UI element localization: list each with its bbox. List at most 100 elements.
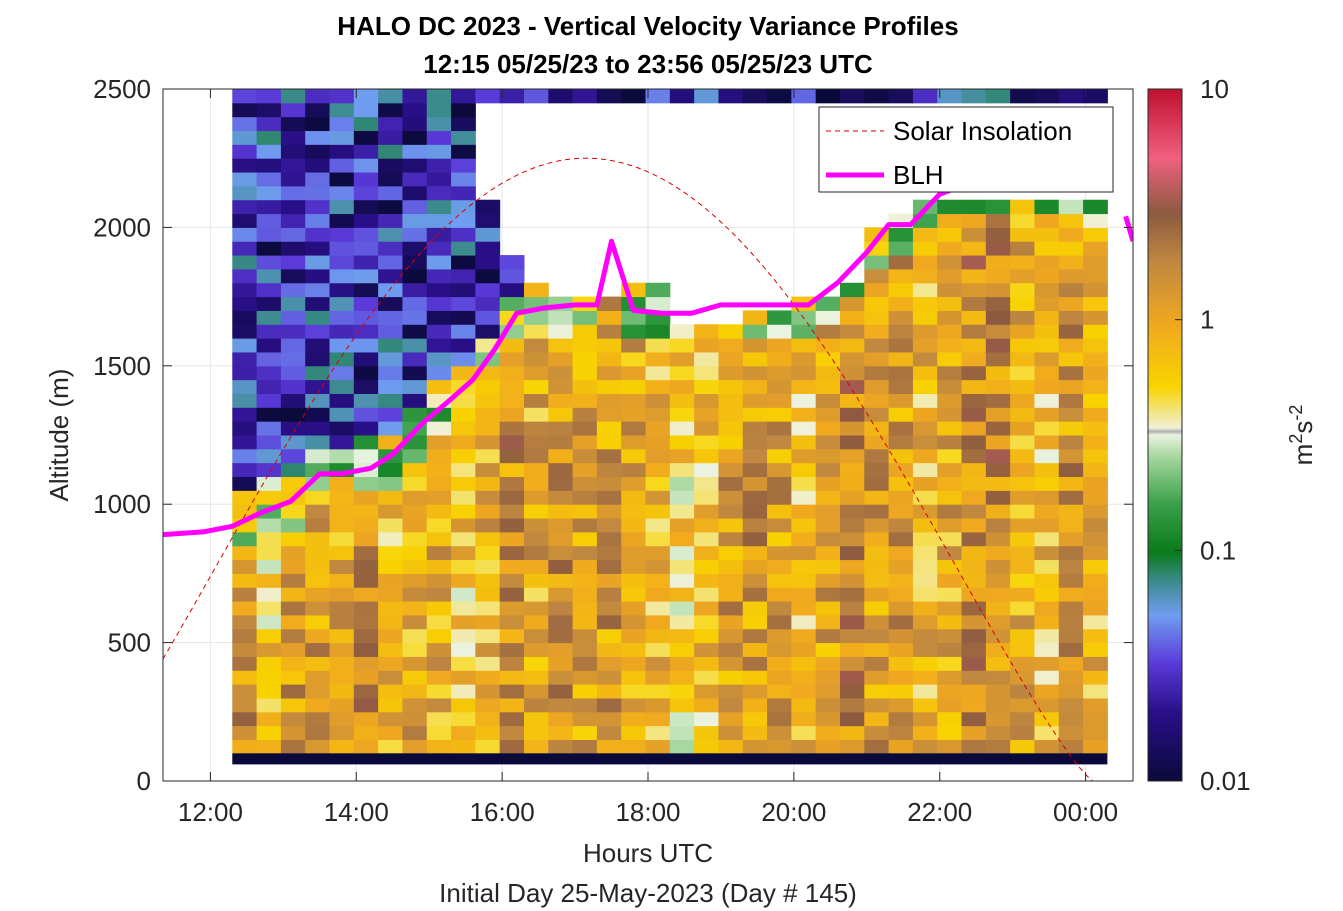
heatmap-cell bbox=[694, 407, 719, 422]
heatmap-cell bbox=[256, 102, 282, 118]
heatmap-cell bbox=[572, 545, 598, 561]
heatmap-cell bbox=[256, 421, 282, 436]
heatmap-cell bbox=[718, 684, 744, 699]
heatmap-cell bbox=[305, 379, 331, 394]
heatmap-cell bbox=[1083, 407, 1108, 422]
heatmap-cell bbox=[767, 448, 792, 464]
heatmap-cell bbox=[353, 711, 379, 727]
heatmap-cell bbox=[839, 573, 865, 588]
heatmap-cell bbox=[985, 697, 1011, 713]
heatmap-cell bbox=[402, 89, 428, 104]
heatmap-cell bbox=[402, 185, 428, 201]
heatmap-cell bbox=[961, 573, 987, 588]
heatmap-cell bbox=[280, 282, 306, 298]
heatmap-cell bbox=[864, 338, 890, 353]
heatmap-cell bbox=[329, 614, 355, 630]
heatmap-cell bbox=[548, 351, 574, 367]
heatmap-cell bbox=[937, 739, 963, 754]
heatmap-cell bbox=[353, 185, 379, 201]
heatmap-cell bbox=[621, 462, 647, 478]
heatmap-cell bbox=[426, 144, 452, 159]
heatmap-cell bbox=[451, 545, 476, 561]
x-tick-label: 00:00 bbox=[1053, 797, 1118, 827]
heatmap-cell bbox=[426, 324, 452, 339]
heatmap-cell bbox=[1010, 338, 1035, 353]
heatmap-cell bbox=[426, 241, 452, 256]
heatmap-cell bbox=[937, 476, 963, 491]
heatmap-cell bbox=[742, 310, 768, 325]
heatmap-cell bbox=[353, 725, 379, 740]
heatmap-cell bbox=[523, 435, 549, 450]
heatmap-cell bbox=[669, 351, 695, 367]
heatmap-cell bbox=[1083, 476, 1108, 491]
heatmap-cell bbox=[305, 102, 331, 118]
heatmap-cell bbox=[548, 324, 574, 339]
heatmap-cell bbox=[694, 614, 719, 630]
heatmap-cell bbox=[378, 130, 403, 145]
heatmap-cell bbox=[645, 282, 671, 298]
heatmap-cell bbox=[1083, 601, 1108, 616]
heatmap-cell bbox=[451, 435, 476, 450]
heatmap-cell bbox=[1083, 545, 1108, 561]
heatmap-cell bbox=[791, 351, 817, 367]
heatmap-cell bbox=[596, 338, 622, 353]
heatmap-cell bbox=[353, 241, 379, 256]
heatmap-cell bbox=[596, 559, 622, 574]
heatmap-cell bbox=[353, 490, 379, 505]
heatmap-cell bbox=[961, 296, 987, 311]
heatmap-cell bbox=[1034, 199, 1060, 215]
heatmap-cell bbox=[791, 393, 817, 408]
heatmap-cell bbox=[353, 255, 379, 270]
heatmap-cell bbox=[353, 628, 379, 644]
heatmap-cell bbox=[864, 573, 890, 588]
heatmap-cell bbox=[864, 697, 890, 713]
heatmap-cell bbox=[523, 601, 549, 616]
heatmap-cell bbox=[280, 144, 306, 159]
heatmap-cell bbox=[621, 656, 647, 671]
heatmap-cell bbox=[378, 697, 403, 713]
heatmap-cell bbox=[888, 407, 914, 422]
colorbar-ticks: 10 1 0.1 0.01 bbox=[1175, 74, 1251, 796]
heatmap-cell bbox=[329, 116, 355, 132]
heatmap-cell bbox=[426, 282, 452, 298]
heatmap-cell bbox=[451, 670, 476, 685]
heatmap-cell bbox=[1034, 642, 1060, 657]
heatmap-cell bbox=[694, 531, 719, 547]
heatmap-cell bbox=[548, 559, 574, 574]
heatmap-cell bbox=[985, 213, 1011, 228]
heatmap-cell bbox=[694, 518, 719, 533]
heatmap-cell bbox=[475, 587, 501, 602]
heatmap-cell bbox=[864, 656, 890, 671]
heatmap-cell bbox=[839, 351, 865, 367]
heatmap-cell bbox=[888, 268, 914, 284]
heatmap-cell bbox=[815, 338, 841, 353]
heatmap-cell bbox=[985, 268, 1011, 284]
heatmap-cell bbox=[791, 559, 817, 574]
heatmap-cell bbox=[499, 614, 525, 630]
heatmap-cell bbox=[1034, 324, 1060, 339]
heatmap-cell bbox=[475, 628, 501, 644]
heatmap-cell bbox=[280, 697, 306, 713]
heatmap-cell bbox=[548, 462, 574, 478]
heatmap-cell bbox=[305, 199, 331, 215]
heatmap-cell bbox=[694, 739, 719, 754]
heatmap-cell bbox=[621, 739, 647, 754]
heatmap-cell bbox=[378, 628, 403, 644]
heatmap-cell bbox=[1010, 642, 1035, 657]
heatmap-cell bbox=[1034, 559, 1060, 574]
heatmap-cell bbox=[767, 365, 792, 381]
heatmap-cell bbox=[1010, 227, 1035, 242]
heatmap-cell bbox=[645, 379, 671, 394]
heatmap-cell bbox=[572, 670, 598, 685]
heatmap-cell bbox=[232, 531, 258, 547]
heatmap-cell bbox=[402, 144, 428, 159]
heatmap-cell bbox=[499, 573, 525, 588]
heatmap-cell bbox=[961, 89, 987, 104]
heatmap-cell bbox=[232, 656, 258, 671]
heatmap-cell bbox=[1058, 296, 1084, 311]
heatmap-cell bbox=[767, 587, 792, 602]
heatmap-cell bbox=[742, 739, 768, 754]
heatmap-cell bbox=[353, 296, 379, 311]
heatmap-cell bbox=[548, 407, 574, 422]
heatmap-cell bbox=[596, 365, 622, 381]
